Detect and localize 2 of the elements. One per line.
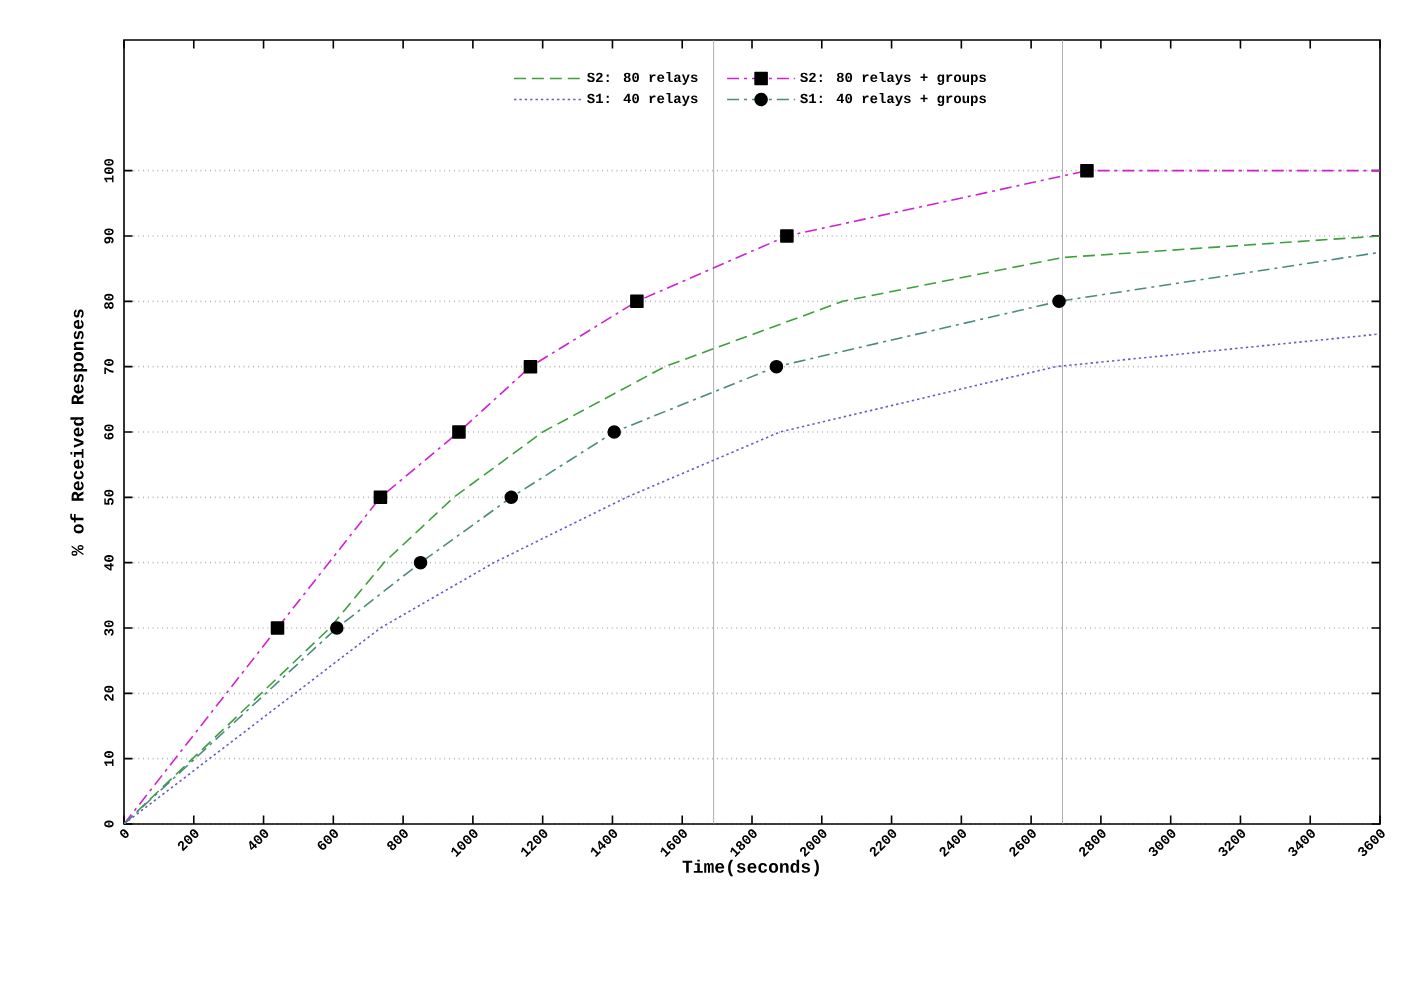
x-axis-title: Time(seconds) — [682, 859, 819, 877]
y-axis-title: % of Received Responses — [70, 309, 88, 556]
